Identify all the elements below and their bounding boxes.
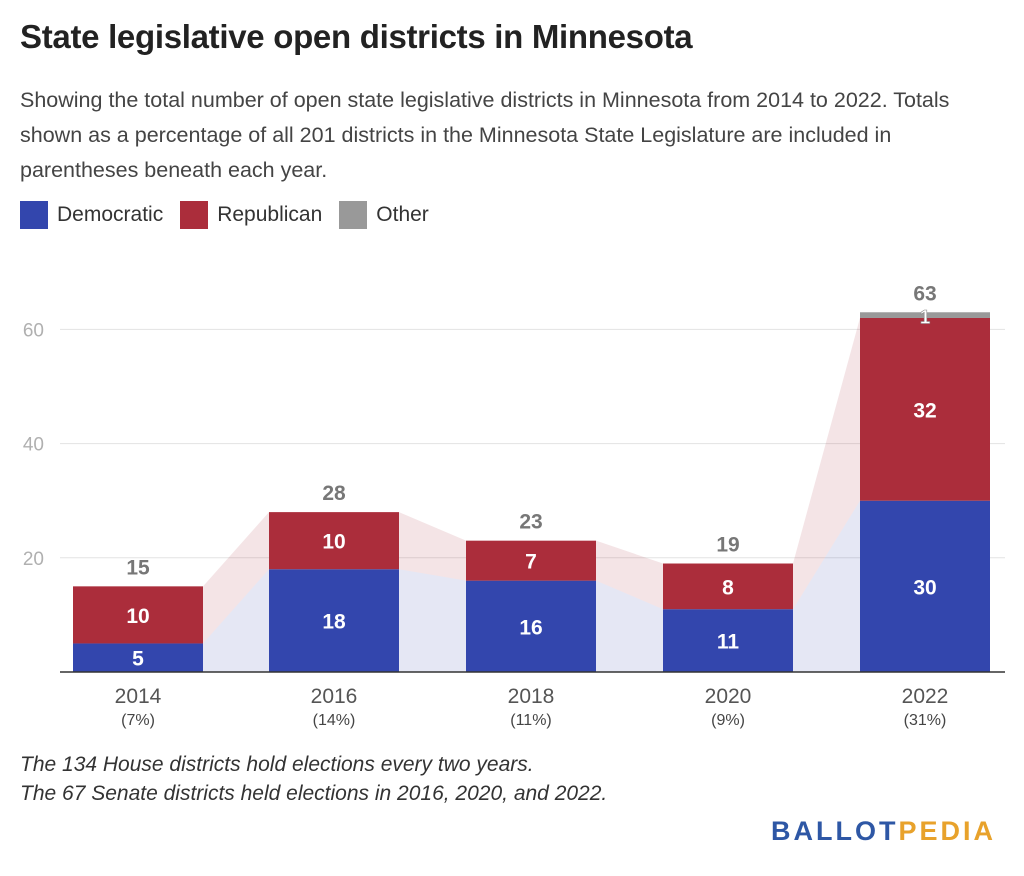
footnote-line-1: The 134 House districts hold elections e… xyxy=(20,753,534,776)
data-label-republican-2014: 10 xyxy=(126,605,149,628)
x-tick-sublabel-2020: (9%) xyxy=(711,712,745,729)
band-republican-1 xyxy=(399,512,466,581)
bar-republican-2022 xyxy=(860,317,990,501)
bar-democratic-2022 xyxy=(860,500,990,672)
total-label-2020: 19 xyxy=(716,534,739,557)
bar-republican-2014 xyxy=(73,586,203,644)
x-tick-sublabel-2018: (11%) xyxy=(510,712,552,729)
band-republican-2 xyxy=(596,540,663,610)
x-tick-label-2016: 2016 xyxy=(311,685,358,708)
total-label-2022: 63 xyxy=(913,282,936,305)
stacked-bar-chart: 204060510152014(7%)1810282016(14%)167232… xyxy=(23,282,1005,729)
y-tick-label-20: 20 xyxy=(23,549,44,570)
legend-item-republican: Republican xyxy=(180,201,322,229)
total-label-2014: 15 xyxy=(126,556,150,579)
data-label-democratic-2016: 18 xyxy=(322,611,346,634)
legend-label-democratic: Democratic xyxy=(57,203,164,226)
data-label-democratic-2018: 16 xyxy=(519,616,542,639)
total-label-2016: 28 xyxy=(322,482,346,505)
bar-republican-2018 xyxy=(466,540,596,581)
bar-democratic-2016 xyxy=(269,569,399,672)
y-tick-label-40: 40 xyxy=(23,435,44,456)
legend-item-other: Other xyxy=(339,201,429,229)
logo-part-ballot: BALLOT xyxy=(771,816,899,846)
footnote-line-2: The 67 Senate districts held elections i… xyxy=(20,782,608,805)
band-democratic-0 xyxy=(203,569,269,672)
data-label-republican-2018: 7 xyxy=(525,551,537,574)
legend-swatch-democratic xyxy=(20,201,48,229)
data-label-republican-2016: 10 xyxy=(322,531,345,554)
bar-other-2022 xyxy=(860,312,990,318)
data-label-republican-2020: 8 xyxy=(722,576,734,599)
legend-label-other: Other xyxy=(376,203,429,226)
x-tick-label-2014: 2014 xyxy=(115,685,162,708)
y-tick-label-60: 60 xyxy=(23,320,44,341)
footnote: The 134 House districts hold elections e… xyxy=(20,750,607,808)
band-democratic-2 xyxy=(596,580,663,672)
legend-item-democratic: Democratic xyxy=(20,201,163,229)
data-label-democratic-2022: 30 xyxy=(913,576,936,599)
data-label-republican-2022: 32 xyxy=(913,399,936,422)
data-label-democratic-2014: 5 xyxy=(132,648,144,671)
bar-democratic-2018 xyxy=(466,580,596,672)
logo-part-pedia: PEDIA xyxy=(898,816,997,846)
legend-swatch-other xyxy=(339,201,368,229)
band-democratic-1 xyxy=(399,569,466,672)
x-tick-sublabel-2016: (14%) xyxy=(313,712,356,729)
total-label-2018: 23 xyxy=(519,511,542,534)
legend-label-republican: Republican xyxy=(217,203,323,226)
legend: Democratic Republican Other xyxy=(20,201,446,229)
band-democratic-3 xyxy=(793,500,860,672)
ballotpedia-logo: BALLOTPEDIA xyxy=(771,816,996,847)
bar-democratic-2014 xyxy=(73,643,203,672)
x-tick-label-2020: 2020 xyxy=(705,685,752,708)
chart-subtitle: Showing the total number of open state l… xyxy=(20,88,950,182)
legend-swatch-republican xyxy=(180,201,209,229)
band-republican-0 xyxy=(203,512,269,644)
x-tick-sublabel-2014: (7%) xyxy=(121,712,155,729)
bar-democratic-2020 xyxy=(663,609,793,672)
x-tick-sublabel-2022: (31%) xyxy=(904,712,947,729)
x-tick-label-2022: 2022 xyxy=(902,685,949,708)
chart-title: State legislative open districts in Minn… xyxy=(20,18,693,55)
bar-republican-2016 xyxy=(269,512,399,570)
bar-republican-2020 xyxy=(663,563,793,610)
data-label-other-2022: 1 xyxy=(920,307,931,328)
band-republican-3 xyxy=(793,317,860,610)
x-tick-label-2018: 2018 xyxy=(508,685,555,708)
data-label-democratic-2020: 11 xyxy=(717,631,740,654)
